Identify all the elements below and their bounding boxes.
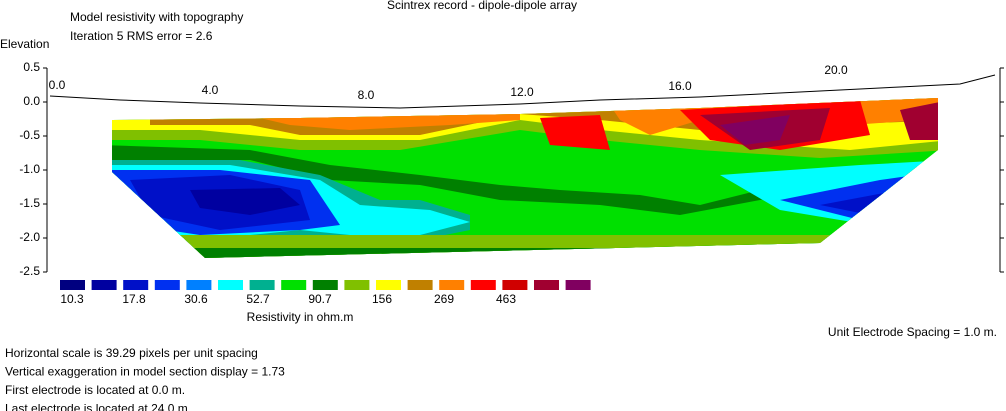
legend-title: Resistivity in ohm.m [247,310,354,324]
legend-swatch [123,280,149,290]
y-tick-label: -0.5 [19,128,40,142]
legend-swatch [154,280,180,290]
legend-label: 156 [372,292,392,306]
note: Vertical exaggeration in model section d… [5,365,285,379]
x-tick-label: 8.0 [358,88,375,102]
legend-label: 269 [434,292,454,306]
legend-swatch [407,280,433,290]
legend-label: 30.6 [184,292,208,306]
legend-swatch [60,280,85,290]
x-tick-label: 16.0 [668,79,692,93]
legend-swatch [312,280,338,290]
note: Last electrode is located at 24.0 m. [5,402,191,411]
title: Scintrex record - dipole-dipole array [387,0,577,12]
legend-swatch [186,280,212,290]
y-tick-label: 0.5 [23,60,40,74]
legend-swatch [439,280,465,290]
x-tick-label: 12.0 [510,85,534,99]
y-tick-label: -2.0 [19,230,40,244]
spacing-note: Unit Electrode Spacing = 1.0 m. [828,325,997,339]
note: First electrode is located at 0.0 m. [5,383,185,397]
legend-swatch [249,280,275,290]
y-tick-label: 0.0 [23,94,40,108]
legend-swatch [470,280,496,290]
y-tick-label: -2.5 [19,264,40,278]
y-label: Elevation [0,37,49,51]
note: Horizontal scale is 39.29 pixels per uni… [5,346,258,360]
legend-swatch [534,280,559,290]
x-tick-label: 4.0 [202,83,219,97]
legend-swatch [218,280,243,290]
y-tick-label: -1.5 [19,196,40,210]
legend-swatch [344,280,370,290]
x-tick-label: 0.0 [49,78,66,92]
legend-swatch [376,280,401,290]
legend-swatch [281,280,307,290]
legend-swatch [91,280,117,290]
legend-label: 10.3 [60,292,84,306]
topography-line [49,74,996,109]
legend-swatch [502,280,528,290]
x-tick-label: 20.0 [824,63,848,77]
legend-label: 17.8 [122,292,146,306]
legend-label: 463 [496,292,516,306]
subtitle: Model resistivity with topography [70,10,243,24]
legend-swatch [565,280,591,290]
y-tick-label: -1.0 [19,162,40,176]
model-section [112,98,938,258]
legend-label: 52.7 [246,292,270,306]
iteration: Iteration 5 RMS error = 2.6 [70,29,213,43]
legend-label: 90.7 [308,292,332,306]
